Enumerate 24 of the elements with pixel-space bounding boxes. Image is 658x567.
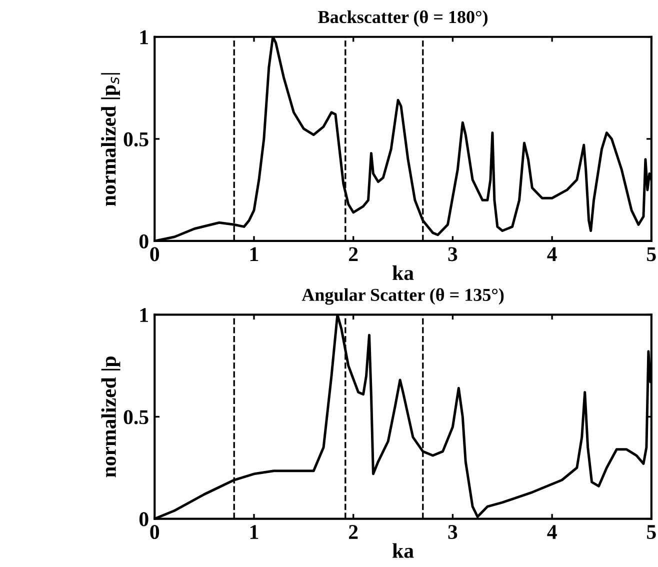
x-tick-label: 0 [150, 247, 160, 262]
x-tick-label: 3 [448, 247, 458, 262]
x-axis-title: ka [392, 265, 414, 280]
y-axis-title: normalized |p [101, 356, 120, 478]
y-tick-label: 0.5 [124, 132, 148, 146]
x-tick-label: 4 [547, 525, 557, 539]
x-tick-label: 2 [349, 247, 358, 261]
x-tick-label: 4 [547, 247, 557, 261]
y-tick-label: 1 [140, 308, 148, 322]
x-tick-label: 5 [647, 247, 656, 262]
x-tick-label: 1 [250, 247, 258, 261]
y-tick-label: 1 [140, 30, 148, 44]
y-tick-label: 0 [139, 234, 148, 248]
x-tick-label: 3 [448, 525, 458, 540]
x-axis-title: ka [392, 543, 414, 558]
x-tick-label: 0 [150, 524, 160, 540]
y-axis-title: normalized |p$_{s}$| [101, 73, 120, 206]
chart-title: Backscatter (θ = 180°) [318, 10, 488, 27]
y-tick-label: 0 [139, 512, 148, 526]
x-tick-label: 1 [250, 525, 258, 539]
x-tick-label: 2 [349, 525, 358, 539]
y-tick-label: 0.5 [124, 410, 148, 424]
x-tick-label: 5 [647, 525, 656, 540]
chart-title: Angular Scatter (θ = 135°) [302, 288, 504, 305]
